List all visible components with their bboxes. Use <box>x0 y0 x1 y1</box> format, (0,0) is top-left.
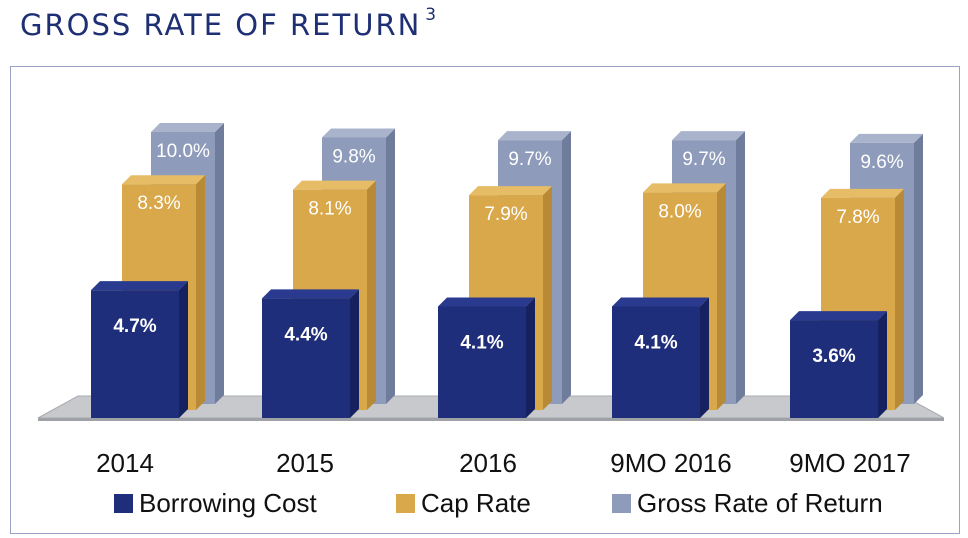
legend-label-borrowing-cost: Borrowing Cost <box>139 488 318 518</box>
data-label-cap-rate-2015: 8.1% <box>308 199 351 220</box>
bar-cap-rate-9mo-2017-top <box>821 188 904 198</box>
category-label-2016: 2016 <box>459 448 517 478</box>
legend-label-gross-rate-of-return: Gross Rate of Return <box>637 488 883 518</box>
bar-borrowing-cost-2016 <box>438 306 526 418</box>
data-label-borrowing-cost-2014: 4.7% <box>113 316 156 337</box>
bar-cap-rate-9mo-2017-side <box>895 188 904 410</box>
category-label-9mo-2017: 9MO 2017 <box>789 448 910 478</box>
bar-borrowing-cost-2015-top <box>262 289 359 299</box>
bar-cap-rate-2014-top <box>122 175 205 185</box>
bar-borrowing-cost-2015-side <box>350 289 359 418</box>
data-label-gross-rate-of-return-2015: 9.8% <box>332 146 375 167</box>
data-label-borrowing-cost-2016: 4.1% <box>460 332 503 353</box>
category-label-2014: 2014 <box>96 448 154 478</box>
legend-swatch-borrowing-cost <box>114 494 133 513</box>
bar-borrowing-cost-2014-top <box>91 281 188 291</box>
data-label-cap-rate-9mo-2017: 7.8% <box>836 207 879 228</box>
bar-borrowing-cost-9mo-2017 <box>790 320 878 418</box>
chart-title: GROSS RATE OF RETURN 3 <box>20 5 439 42</box>
bar-cap-rate-2014-side <box>196 175 205 410</box>
bar-gross-rate-of-return-2016-side <box>562 131 571 404</box>
bar-borrowing-cost-2014-side <box>179 281 188 418</box>
bar-borrowing-cost-2015 <box>262 298 350 418</box>
title-footnote: 3 <box>425 5 439 26</box>
bar-cap-rate-2016-top <box>469 186 552 196</box>
bar-gross-rate-of-return-9mo-2016-side <box>736 131 745 404</box>
bar-cap-rate-9mo-2016-top <box>643 183 726 193</box>
data-label-gross-rate-of-return-9mo-2016: 9.7% <box>682 149 725 170</box>
bar-borrowing-cost-9mo-2017-top <box>790 311 887 321</box>
category-label-9mo-2016: 9MO 2016 <box>610 448 731 478</box>
legend-swatch-cap-rate <box>396 494 415 513</box>
bar-borrowing-cost-9mo-2016 <box>612 306 700 418</box>
bar-gross-rate-of-return-2015-top <box>322 128 395 138</box>
bar-gross-rate-of-return-2015-side <box>386 128 395 404</box>
data-label-gross-rate-of-return-9mo-2017: 9.6% <box>860 152 903 173</box>
bar-gross-rate-of-return-9mo-2017-top <box>850 133 923 143</box>
bar-borrowing-cost-2014 <box>91 290 179 418</box>
bar-borrowing-cost-9mo-2016-side <box>700 297 709 418</box>
bar-gross-rate-of-return-9mo-2017-side <box>914 133 923 404</box>
bar-borrowing-cost-2016-side <box>526 297 535 418</box>
data-label-gross-rate-of-return-2014: 10.0% <box>156 141 210 162</box>
bar-cap-rate-9mo-2016-side <box>717 183 726 410</box>
bar-borrowing-cost-9mo-2016-top <box>612 297 709 307</box>
data-label-borrowing-cost-2015: 4.4% <box>284 324 327 345</box>
chart-floor-edge <box>38 418 944 421</box>
bar-gross-rate-of-return-2014-top <box>151 123 224 132</box>
bar-gross-rate-of-return-9mo-2016-top <box>672 131 745 141</box>
legend-label-cap-rate: Cap Rate <box>421 488 531 518</box>
data-label-borrowing-cost-9mo-2016: 4.1% <box>634 332 677 353</box>
category-label-2015: 2015 <box>276 448 334 478</box>
bar-borrowing-cost-9mo-2017-side <box>878 311 887 418</box>
bar-borrowing-cost-2016-top <box>438 297 535 307</box>
bar-cap-rate-2016-side <box>543 186 552 410</box>
bar-cap-rate-2015-side <box>367 180 376 410</box>
data-label-cap-rate-2014: 8.3% <box>137 193 180 214</box>
data-label-gross-rate-of-return-2016: 9.7% <box>508 149 551 170</box>
bar-gross-rate-of-return-2016-top <box>498 131 571 141</box>
bar-cap-rate-2015-top <box>293 180 376 190</box>
bar-gross-rate-of-return-2014-side <box>215 123 224 404</box>
legend-swatch-gross-rate-of-return <box>612 494 631 513</box>
data-label-cap-rate-2016: 7.9% <box>484 204 527 225</box>
data-label-borrowing-cost-9mo-2017: 3.6% <box>812 346 855 367</box>
data-label-cap-rate-9mo-2016: 8.0% <box>658 201 701 222</box>
